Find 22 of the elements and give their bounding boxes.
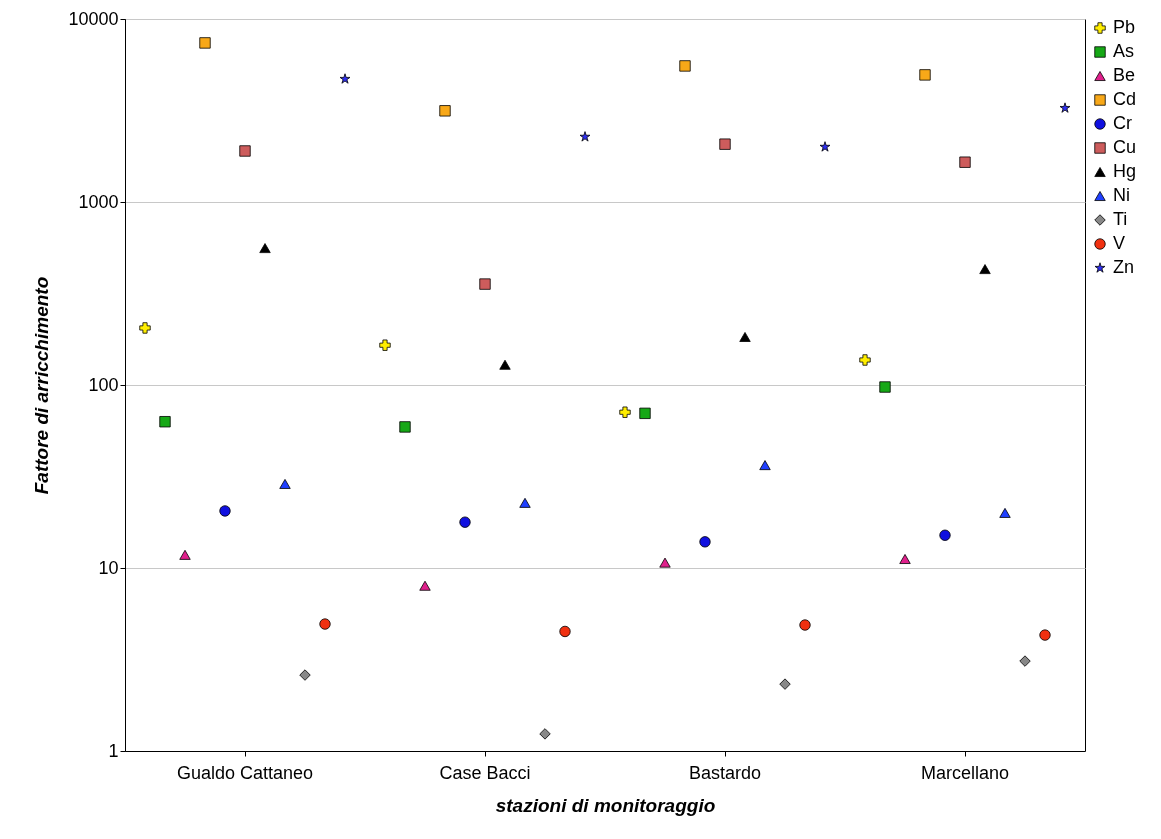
legend-label: Hg (1113, 161, 1137, 181)
y-tick-label: 10000 (68, 8, 119, 29)
legend-label: Ti (1113, 209, 1128, 229)
x-tick-label: Case Bacci (439, 762, 531, 783)
legend-label: As (1113, 41, 1135, 61)
y-tick-label: 1000 (78, 191, 119, 212)
y-axis-title: Fattore di arricchimento (31, 276, 53, 495)
legend-label: Pb (1113, 17, 1136, 37)
legend-label: Zn (1113, 257, 1135, 277)
legend-label: Ni (1113, 185, 1130, 205)
legend-label: Cu (1113, 137, 1137, 157)
x-axis-title: stazioni di monitoraggio (495, 794, 716, 816)
y-tick-label: 1 (108, 740, 119, 761)
legend-label: Cd (1113, 89, 1137, 109)
y-tick-label: 100 (88, 374, 119, 395)
legend-label: Be (1113, 65, 1136, 85)
y-tick-label: 10 (98, 557, 119, 578)
x-tick-label: Marcellano (920, 762, 1010, 783)
x-tick-label: Gualdo Cattaneo (176, 762, 314, 783)
x-tick-label: Bastardo (688, 762, 762, 783)
legend-label: Cr (1113, 113, 1132, 133)
legend-label: V (1113, 233, 1126, 253)
